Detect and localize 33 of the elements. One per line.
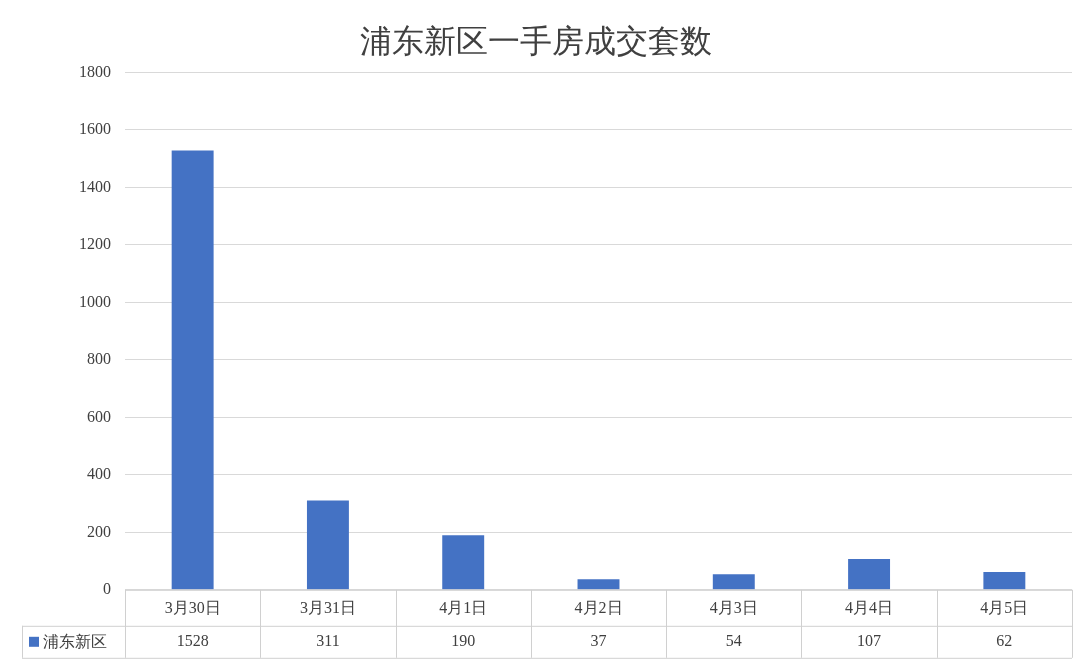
data-label: 37 <box>590 632 607 649</box>
x-tick-label: 4月3日 <box>709 598 758 616</box>
x-tick-label: 4月5日 <box>980 598 1029 616</box>
y-tick-label: 1200 <box>79 235 111 253</box>
y-tick-label: 1600 <box>79 120 111 138</box>
x-tick-label: 3月31日 <box>299 598 356 616</box>
x-tick-label: 4月4日 <box>845 598 894 616</box>
bar <box>983 571 1026 590</box>
y-tick-label: 1000 <box>79 292 111 310</box>
legend-label: 浦东新区 <box>43 633 107 650</box>
y-tick-label: 600 <box>87 407 111 425</box>
x-tick-label: 4月1日 <box>439 598 488 616</box>
x-tick-label: 4月2日 <box>574 598 623 616</box>
bar <box>306 500 349 590</box>
y-tick-label: 1800 <box>79 62 111 80</box>
data-label: 107 <box>857 632 882 649</box>
y-tick-label: 1400 <box>79 177 111 195</box>
y-tick-label: 200 <box>87 522 111 540</box>
chart-title: 浦东新区一手房成交套数 <box>360 22 712 59</box>
data-label: 1528 <box>176 632 209 649</box>
x-tick-label: 3月30日 <box>164 598 221 616</box>
bar <box>712 574 755 590</box>
data-label: 62 <box>996 632 1013 649</box>
bar <box>577 579 620 590</box>
y-tick-label: 400 <box>87 465 111 483</box>
data-label: 311 <box>316 632 340 649</box>
y-tick-label: 0 <box>103 580 111 597</box>
bar <box>171 150 214 590</box>
y-tick-label: 800 <box>87 350 111 368</box>
bar <box>442 535 485 590</box>
data-label: 190 <box>451 632 476 649</box>
bar <box>848 559 891 590</box>
data-label: 54 <box>725 632 742 649</box>
